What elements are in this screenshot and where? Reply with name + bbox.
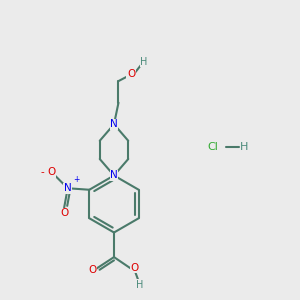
Text: H: H bbox=[140, 57, 148, 67]
Text: N: N bbox=[110, 170, 118, 181]
Text: N: N bbox=[64, 183, 72, 193]
Text: O: O bbox=[127, 70, 135, 80]
Text: -: - bbox=[41, 167, 45, 177]
Text: N: N bbox=[110, 119, 118, 129]
Text: Cl: Cl bbox=[207, 142, 218, 152]
Text: H: H bbox=[240, 142, 249, 152]
Text: O: O bbox=[60, 208, 68, 218]
Text: O: O bbox=[131, 263, 139, 273]
Text: O: O bbox=[48, 167, 56, 177]
Text: +: + bbox=[73, 175, 79, 184]
Text: O: O bbox=[88, 265, 97, 275]
Text: H: H bbox=[136, 280, 143, 290]
